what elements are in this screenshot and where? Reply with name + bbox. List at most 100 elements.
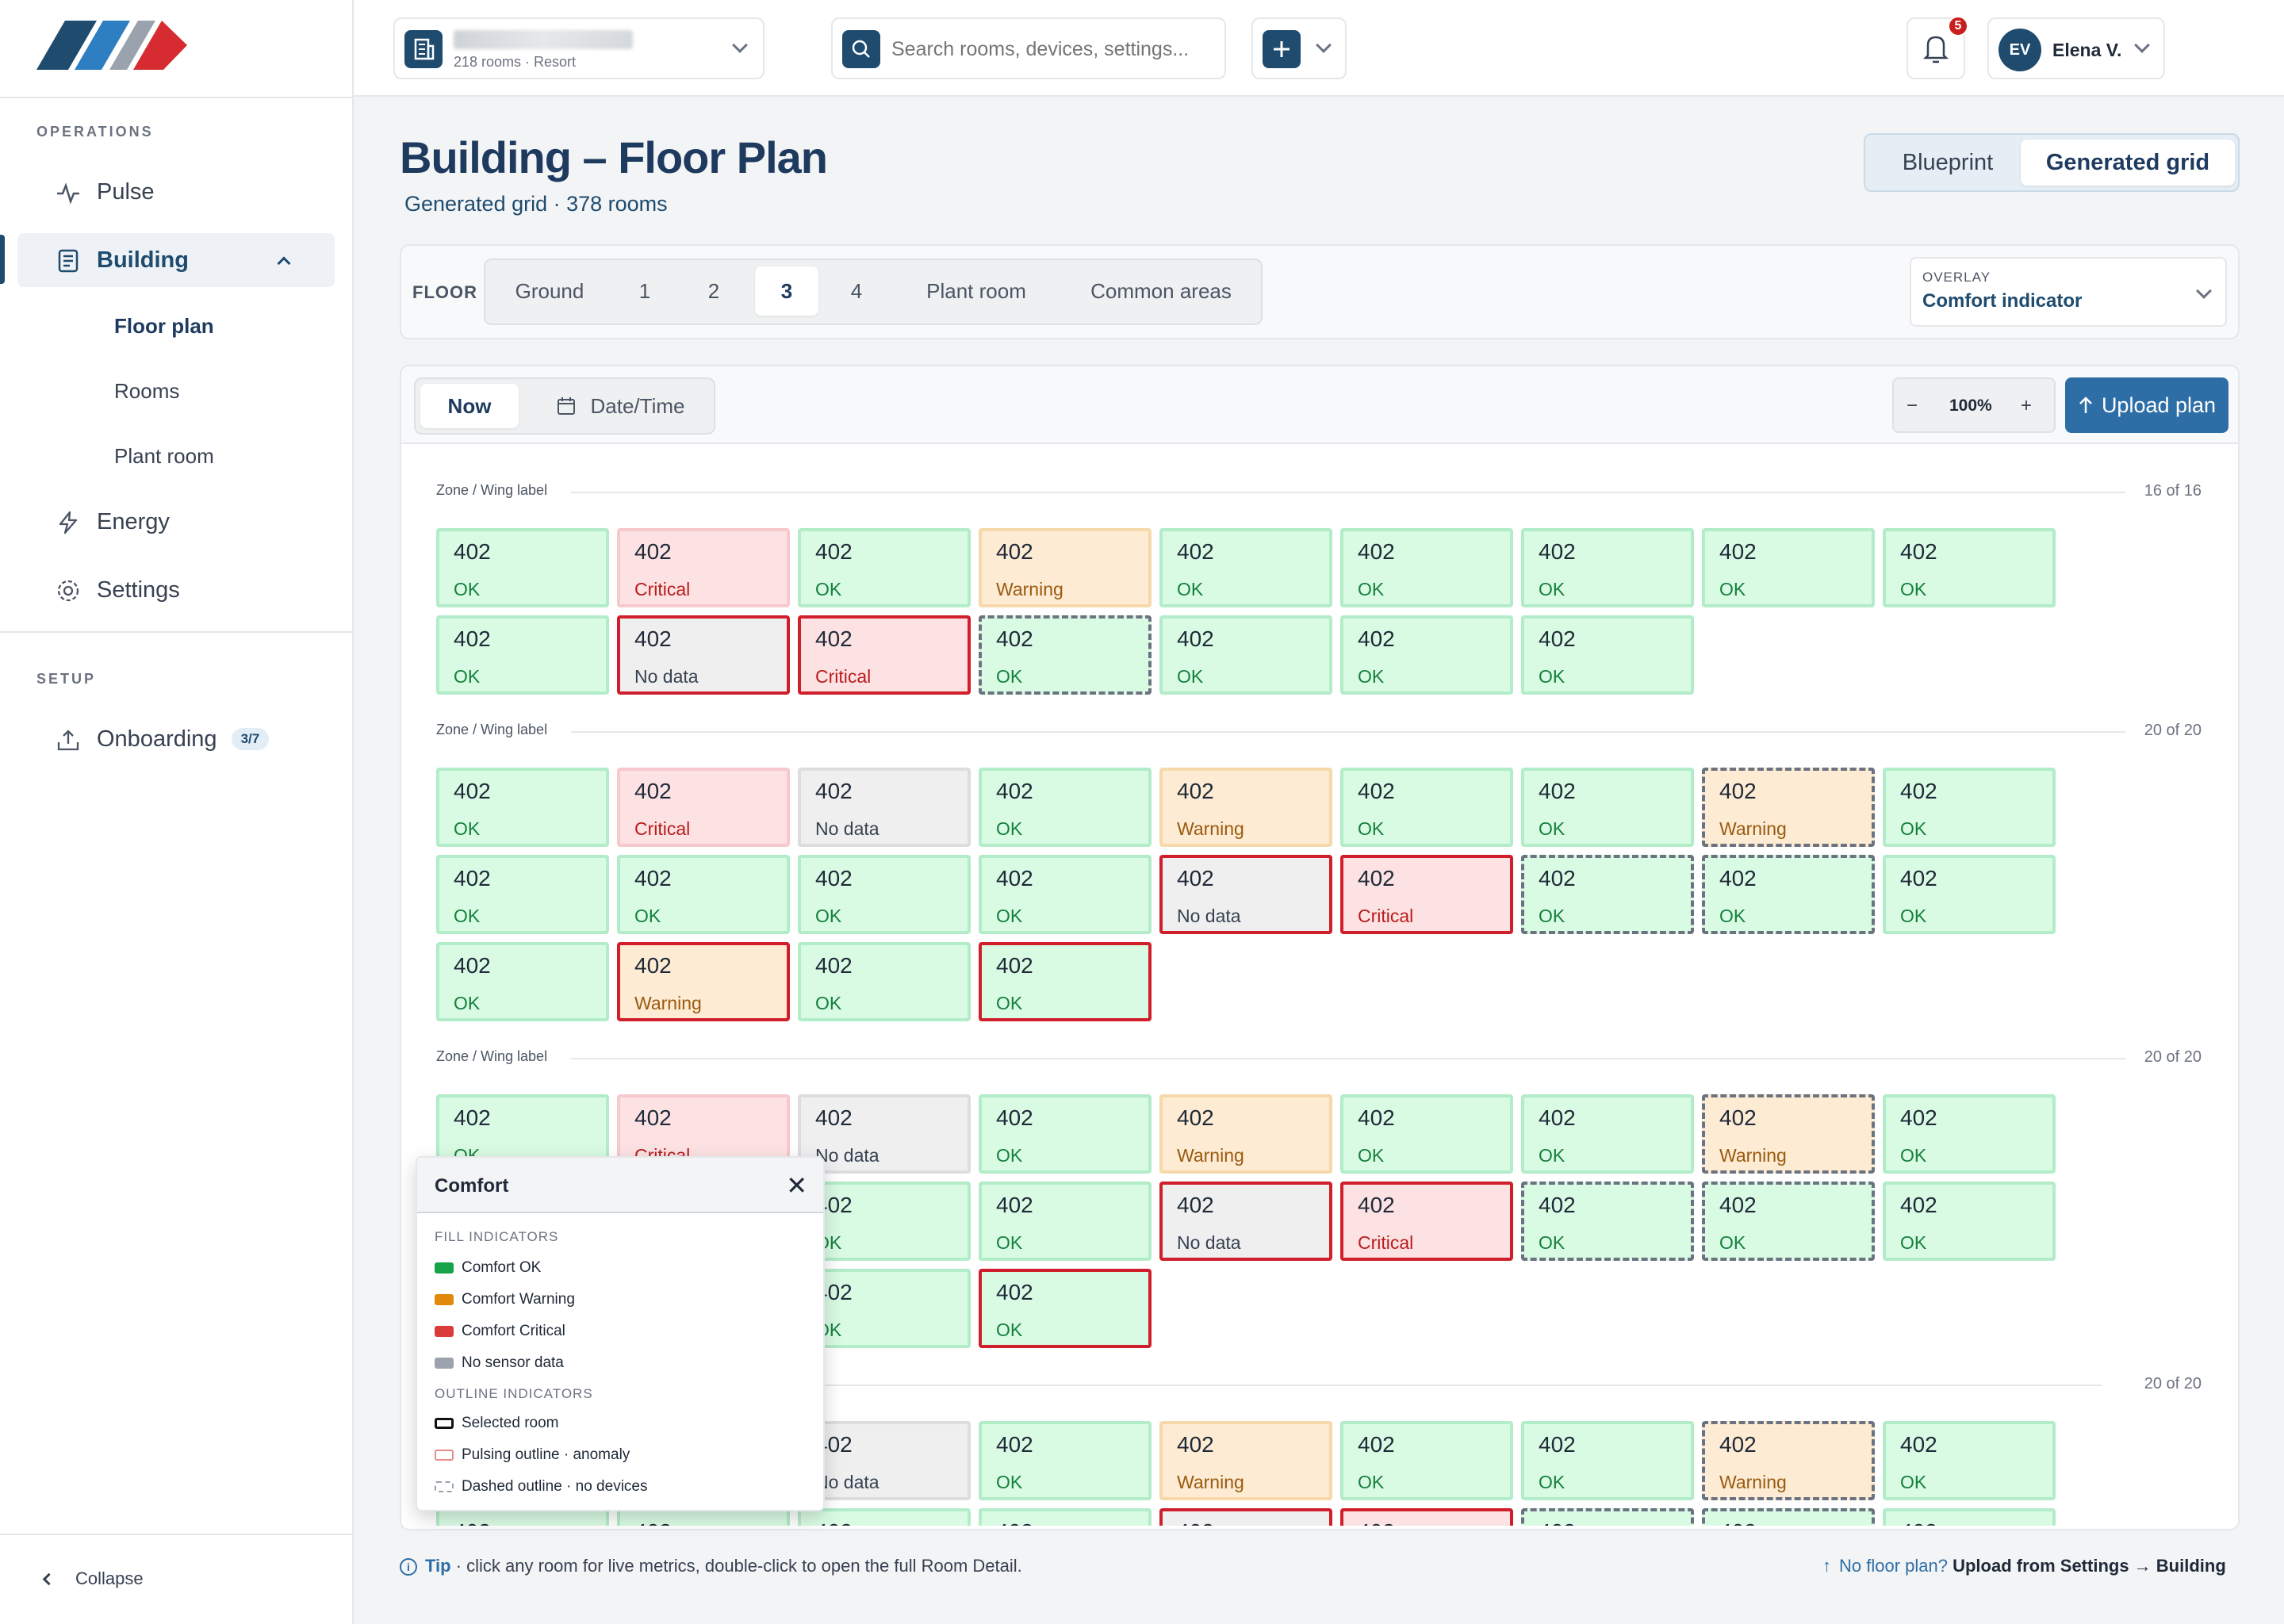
app-logo[interactable] — [36, 21, 187, 76]
tab-floor-3[interactable]: 3 — [755, 266, 818, 316]
zoom-out-button[interactable]: − — [1907, 395, 1918, 416]
tab-date-time[interactable]: Date/Time — [533, 384, 707, 428]
room-tile[interactable]: 402 Warning — [1702, 1421, 1875, 1500]
room-status: No data — [1177, 1232, 1241, 1253]
sub-item-floor-plan[interactable]: Floor plan — [114, 314, 214, 338]
nav-item-settings[interactable]: Settings — [17, 563, 335, 617]
user-menu[interactable]: EV Elena V. — [1987, 17, 2165, 79]
close-icon[interactable]: ✕ — [786, 1171, 807, 1200]
upload-path-link[interactable]: Upload from Settings → Building — [1953, 1556, 2226, 1576]
tab-floor-ground[interactable]: Ground — [515, 278, 584, 303]
search-box[interactable] — [831, 17, 1226, 79]
overlay-select[interactable]: OVERLAY Comfort indicator — [1910, 257, 2227, 327]
room-tile[interactable]: 402 Warning — [1159, 1421, 1332, 1500]
sub-item-plant-room[interactable]: Plant room — [114, 444, 214, 468]
tab-floor-1[interactable]: 1 — [638, 278, 651, 303]
nav-item-pulse[interactable]: Pulse — [17, 165, 335, 219]
nav-item-energy[interactable]: Energy — [17, 495, 335, 549]
tab-floor-4[interactable]: 4 — [850, 278, 863, 303]
tab-now[interactable]: Now — [420, 384, 519, 428]
nav-item-building[interactable]: Building — [17, 233, 335, 287]
room-tile[interactable]: 402 Warning — [1159, 1094, 1332, 1174]
room-tile[interactable]: 402 Warning — [1702, 1094, 1875, 1174]
nav-item-onboarding[interactable]: Onboarding 3/7 — [17, 712, 335, 766]
site-selector[interactable]: 218 rooms · Resort — [393, 17, 765, 79]
zoom-in-button[interactable]: + — [2021, 395, 2033, 416]
room-tile[interactable]: 402 Warning — [617, 942, 790, 1021]
room-tile[interactable]: 402 Warning — [1702, 768, 1875, 847]
tab-floor-2[interactable]: 2 — [707, 278, 720, 303]
view-generated-grid-button[interactable]: Generated grid — [2021, 140, 2235, 186]
tab-floor-plant-room[interactable]: Plant room — [926, 278, 1026, 303]
room-tile[interactable]: 402 Warning — [979, 528, 1152, 607]
notifications-button[interactable]: 5 — [1907, 16, 1968, 79]
upload-plan-button[interactable]: Upload plan — [2065, 377, 2228, 433]
add-menu-button[interactable] — [1251, 17, 1347, 79]
view-blueprint-button[interactable]: Blueprint — [1902, 149, 1994, 175]
search-input[interactable] — [891, 35, 1209, 63]
room-tile[interactable]: 402 Warning — [1159, 768, 1332, 847]
tab-floor-common-areas[interactable]: Common areas — [1090, 278, 1232, 303]
collapse-button[interactable]: Collapse — [42, 1568, 144, 1589]
sub-item-rooms[interactable]: Rooms — [114, 379, 180, 403]
